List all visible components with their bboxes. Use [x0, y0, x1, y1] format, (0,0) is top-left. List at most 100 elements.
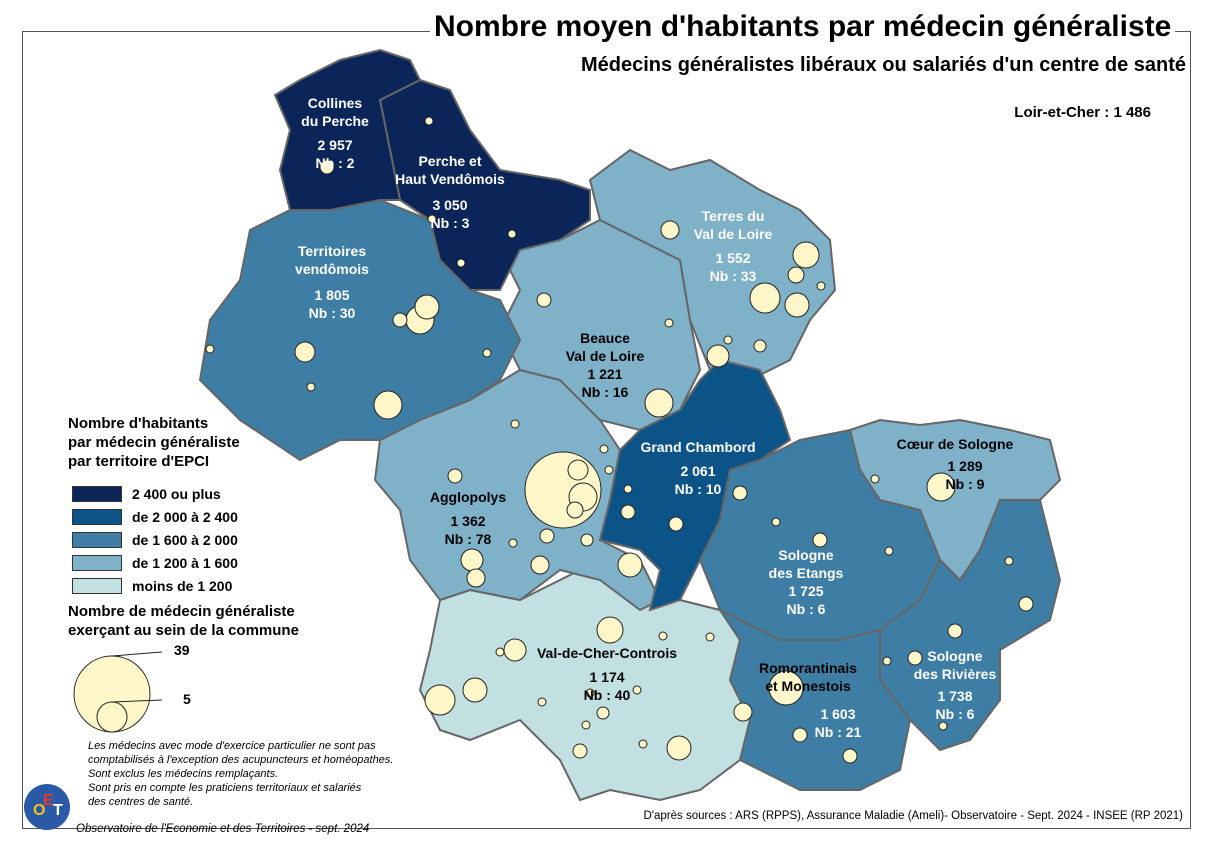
- bubble: [599, 444, 609, 454]
- bubble: [530, 555, 550, 575]
- bubble: [596, 706, 610, 720]
- bubble: [205, 344, 215, 354]
- legend-bubble-max-label: 39: [174, 642, 190, 658]
- legend-swatch: [72, 509, 122, 525]
- bubble: [623, 484, 633, 494]
- bubble: [456, 258, 466, 268]
- bubble: [294, 341, 316, 363]
- map-title: Nombre moyen d'habitants par médecin gén…: [430, 10, 1176, 44]
- bubble: [507, 229, 517, 239]
- bubble: [620, 504, 636, 520]
- bubble: [884, 546, 894, 556]
- bubble: [604, 465, 614, 475]
- legend-class-3: de 1 600 à 2 000: [72, 531, 238, 549]
- department-average: Loir-et-Cher : 1 486: [1014, 104, 1151, 121]
- bubble: [753, 339, 767, 353]
- epci-label-romorantinais: Romorantinais et Monestois: [758, 660, 858, 694]
- legend-bubbles: [73, 651, 163, 733]
- bubble: [733, 702, 753, 722]
- epci-label-collines-du-perche: Collines du Perche 2 957 Nb : 2: [301, 95, 369, 171]
- bubble: [427, 214, 437, 224]
- bubble: [617, 552, 643, 578]
- legend-choropleth-title: Nombre d'habitants par médecin généralis…: [68, 415, 240, 470]
- bubble: [424, 116, 434, 126]
- bubble: [566, 501, 584, 519]
- bubble: [768, 670, 804, 706]
- legend-bubble-title: Nombre de médecin généraliste exerçant a…: [68, 603, 299, 639]
- bubble: [668, 516, 684, 532]
- region-grand-chambord: [598, 358, 792, 612]
- bubble: [539, 528, 555, 544]
- bubble: [771, 517, 781, 527]
- bubble: [732, 485, 748, 501]
- bubble: [792, 241, 820, 269]
- bubble: [567, 459, 589, 481]
- legend-class-5: moins de 1 200: [72, 577, 232, 595]
- region-territoires-vendomois: [198, 198, 522, 462]
- source-text: D'après sources : ARS (RPPS), Assurance …: [643, 810, 1183, 822]
- methodology-note: Les médecins avec mode d'exercice partic…: [88, 740, 394, 808]
- bubble: [482, 348, 492, 358]
- region-romorantinais: [717, 607, 912, 791]
- bubble: [572, 743, 588, 759]
- bubble: [392, 312, 408, 328]
- epci-label-val-de-cher-controis: Val-de-Cher-Controis 1 174 Nb : 40: [536, 645, 678, 703]
- bubble: [706, 344, 730, 368]
- bubble: [585, 688, 595, 698]
- legend-bubble-min: [96, 701, 128, 733]
- bubble: [882, 656, 892, 666]
- legend-swatch: [72, 578, 122, 594]
- legend-swatch: [72, 555, 122, 571]
- bubble: [466, 568, 486, 588]
- map-subtitle: Médecins généralistes libéraux ou salari…: [581, 54, 1186, 76]
- epci-label-beauce-val-de-loire: Beauce Val de Loire 1 221 Nb : 16: [565, 330, 645, 400]
- logo-letter: E: [43, 792, 54, 809]
- bubble: [508, 538, 518, 548]
- legend-class-1: 2 400 ou plus: [72, 485, 221, 503]
- bubble: [596, 616, 624, 644]
- region-perche-haut-vendomois: [378, 78, 591, 291]
- bubble: [495, 647, 505, 657]
- bubble: [664, 318, 674, 328]
- epci-label-terres-du-val-de-loire: Terres du Val de Loire 1 552 Nb : 33: [693, 208, 773, 284]
- bubble: [723, 335, 733, 345]
- bubble: [447, 468, 463, 484]
- bubble: [926, 472, 956, 502]
- bubble: [414, 294, 440, 320]
- bubble: [460, 548, 484, 572]
- legend-class-2: de 2 000 à 2 400: [72, 508, 238, 526]
- bubble: [638, 739, 648, 749]
- epci-label-sologne-des-etangs: Sologne des Etangs 1 725 Nb : 6: [768, 547, 844, 617]
- bubble: [787, 266, 805, 284]
- bubble: [947, 623, 963, 639]
- bubble: [632, 685, 642, 695]
- epci-label-agglopolys: Agglopolys 1 362 Nb : 78: [429, 489, 507, 547]
- bubble: [812, 532, 828, 548]
- bubble: [319, 159, 335, 175]
- bubble: [792, 727, 808, 743]
- bubble: [537, 697, 547, 707]
- epci-label-sologne-des-rivieres: Sologne des Rivières 1 738 Nb : 6: [913, 648, 997, 722]
- bubble: [581, 720, 591, 730]
- bubble: [842, 748, 858, 764]
- commune-bubbles: [205, 116, 1034, 764]
- bubble: [536, 292, 552, 308]
- region-terres-du-val-de-loire: [588, 148, 837, 382]
- bubble: [907, 650, 923, 666]
- bubble: [644, 388, 674, 418]
- bubble: [705, 632, 715, 642]
- epci-label-territoires-vendomois: Territoires vendômois 1 805 Nb : 30: [295, 243, 369, 321]
- bubble: [510, 419, 520, 429]
- region-collines-du-perche: [273, 48, 422, 211]
- bubble: [784, 292, 810, 318]
- bubble: [816, 281, 826, 291]
- legend-swatch: [72, 486, 122, 502]
- epci-label-coeur-de-sologne: Cœur de Sologne 1 289 Nb : 9: [896, 436, 1014, 492]
- bubble: [306, 382, 316, 392]
- bubble: [658, 631, 668, 641]
- epci-label-perche-haut-vendomois: Perche et Haut Vendômois 3 050 Nb : 3: [395, 153, 505, 231]
- bubble: [938, 721, 948, 731]
- legend-bubble-min-label: 5: [183, 691, 191, 707]
- legend-class-4: de 1 200 à 1 600: [72, 554, 238, 572]
